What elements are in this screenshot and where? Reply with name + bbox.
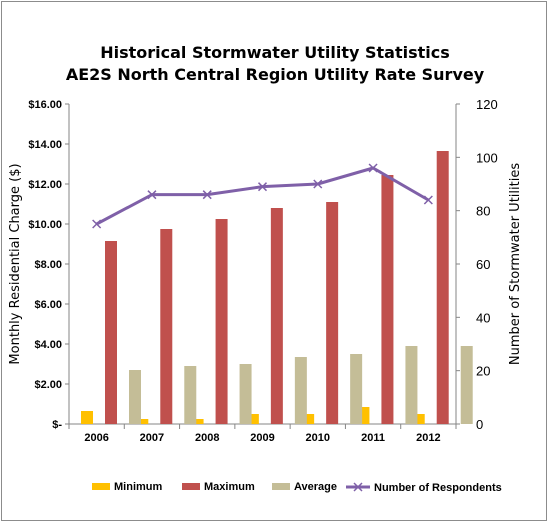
left-axis-tick-label: $- bbox=[52, 419, 62, 431]
right-axis-title: Number of Stormwater Utilities bbox=[508, 163, 523, 365]
x-axis-tick-label: 2007 bbox=[140, 432, 164, 444]
bar-average bbox=[405, 346, 418, 424]
respondents-point bbox=[257, 182, 268, 192]
bar-maximum bbox=[381, 175, 394, 424]
x-axis-tick-label: 2010 bbox=[306, 432, 330, 444]
bar-minimum bbox=[302, 414, 315, 424]
left-axis-tick-label: $2.00 bbox=[34, 379, 62, 391]
x-axis-tick-label: 2009 bbox=[250, 432, 274, 444]
legend-swatch-maximum bbox=[182, 483, 200, 490]
bar-average bbox=[239, 364, 252, 424]
respondents-point bbox=[368, 163, 378, 173]
right-axis-tick-label: 20 bbox=[476, 364, 490, 379]
x-axis-tick-label: 2006 bbox=[84, 432, 108, 444]
legend-swatch-minimum bbox=[92, 483, 110, 490]
respondents-point bbox=[92, 219, 102, 229]
bar-maximum bbox=[436, 151, 449, 424]
bar-maximum bbox=[215, 219, 228, 424]
bar-average bbox=[129, 370, 141, 424]
legend-swatch-average bbox=[272, 483, 290, 490]
legend-marker-respondents bbox=[353, 482, 363, 492]
right-axis-tick-label: 80 bbox=[476, 204, 490, 219]
respondents-line bbox=[95, 166, 430, 226]
left-axis-tick-label: $4.00 bbox=[34, 339, 62, 351]
bar-minimum bbox=[136, 419, 149, 424]
legend-label-maximum: Maximum bbox=[204, 481, 255, 493]
x-axis-tick-label: 2012 bbox=[416, 432, 440, 444]
bar-average bbox=[294, 357, 307, 424]
left-axis-title: Monthly Residential Charge ($) bbox=[8, 163, 23, 364]
x-axis-tick-label: 2011 bbox=[361, 432, 385, 444]
left-axis-tick-label: $14.00 bbox=[28, 139, 62, 151]
respondents-point bbox=[423, 195, 433, 205]
respondents-point bbox=[202, 190, 212, 200]
legend-label-minimum: Minimum bbox=[114, 481, 162, 493]
bar-maximum bbox=[160, 229, 173, 424]
bar-average bbox=[460, 346, 473, 424]
respondents-point bbox=[313, 179, 323, 189]
right-axis-tick-label: 40 bbox=[476, 310, 490, 325]
left-axis-tick-label: $10.00 bbox=[28, 219, 62, 231]
legend-label-average: Average bbox=[294, 481, 337, 493]
bar-minimum bbox=[412, 414, 425, 424]
left-axis-tick-label: $12.00 bbox=[28, 179, 62, 191]
right-axis-tick-label: 120 bbox=[476, 97, 498, 112]
left-axis-tick-label: $16.00 bbox=[28, 99, 62, 111]
bar-minimum bbox=[81, 411, 93, 424]
right-axis-tick-label: 0 bbox=[476, 417, 483, 432]
chart-subtitle: AE2S North Central Region Utility Rate S… bbox=[65, 65, 485, 84]
bar-maximum bbox=[326, 202, 339, 424]
bar-maximum bbox=[270, 208, 283, 424]
bar-average bbox=[350, 354, 363, 424]
bar-average bbox=[184, 366, 197, 424]
x-axis-tick-label: 2008 bbox=[195, 432, 219, 444]
bar-minimum bbox=[191, 419, 204, 424]
bar-maximum bbox=[105, 241, 117, 424]
right-axis-tick-label: 100 bbox=[476, 150, 498, 165]
bar-minimum bbox=[246, 414, 259, 424]
respondents-point bbox=[147, 190, 157, 200]
left-axis-tick-label: $8.00 bbox=[34, 259, 62, 271]
right-axis-tick-label: 60 bbox=[476, 257, 490, 272]
left-axis-tick-label: $6.00 bbox=[34, 299, 62, 311]
legend-label-respondents: Number of Respondents bbox=[374, 482, 502, 494]
chart-title: Historical Stormwater Utility Statistics bbox=[100, 43, 450, 62]
